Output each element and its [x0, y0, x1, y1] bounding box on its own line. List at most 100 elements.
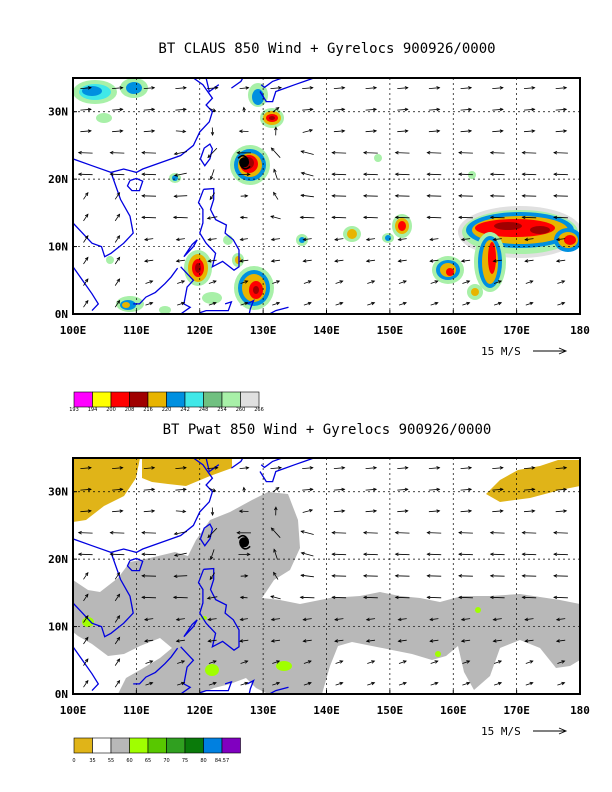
wind-vector	[525, 660, 534, 664]
colorbar-swatch	[73, 737, 93, 754]
wind-vector	[83, 191, 89, 200]
pwat-vector-reference-label: 15 M/S	[481, 725, 521, 738]
wind-vector	[460, 639, 471, 643]
wind-vector	[462, 301, 471, 306]
wind-vector	[460, 617, 471, 622]
wind-vector	[553, 552, 568, 557]
wind-vector	[426, 215, 442, 220]
pwat-cyclone-center	[237, 534, 251, 550]
wind-vector	[303, 280, 312, 284]
wind-vector	[238, 509, 249, 513]
wind-vector	[114, 191, 121, 200]
colorbar-label: 35	[89, 758, 95, 764]
wind-vector	[394, 595, 410, 600]
wind-vector	[210, 127, 215, 137]
wind-vector	[141, 172, 157, 177]
wind-vector	[143, 639, 154, 643]
pwat-x-axis: 100E 110E 120E 130E 140E 150E 160E 170E 180	[60, 690, 590, 717]
y-tick-label: 0N	[55, 688, 68, 701]
wind-vector	[240, 574, 249, 578]
wind-vector	[397, 237, 407, 242]
wind-vector	[521, 215, 537, 220]
wind-vector	[426, 552, 442, 557]
wind-vector	[458, 552, 473, 557]
colorbar-swatch	[203, 737, 223, 754]
wind-vector	[177, 660, 186, 664]
wind-vector	[240, 280, 249, 284]
wind-vector	[521, 574, 537, 578]
wind-vector	[208, 660, 217, 664]
wind-vector	[557, 280, 566, 284]
wind-vector	[430, 280, 439, 284]
wind-vector	[114, 256, 121, 265]
wind-vector	[555, 617, 566, 622]
coastline	[180, 646, 195, 694]
wind-vector	[80, 86, 92, 90]
pwat-colorbar: 0 35 55 60 65 70 75 80 84.57	[72, 737, 241, 764]
wind-vector	[460, 466, 473, 470]
wind-vector	[362, 595, 378, 600]
wind-vector	[109, 150, 125, 155]
wind-vector	[429, 617, 439, 622]
x-tick-label: 140E	[313, 324, 340, 337]
wind-vector	[362, 150, 378, 155]
wind-vector	[80, 129, 92, 133]
wind-vector	[240, 301, 249, 306]
wind-vector	[206, 596, 218, 600]
wind-vector	[492, 129, 504, 133]
wind-vector	[365, 237, 376, 242]
wind-vector	[362, 194, 378, 198]
wind-vector	[462, 280, 471, 284]
wind-vector	[270, 237, 281, 242]
wind-vector	[175, 487, 187, 492]
coastline	[260, 458, 283, 469]
wind-vector	[172, 215, 188, 220]
wind-vector	[430, 301, 439, 306]
y-tick-label: 30N	[48, 106, 68, 119]
colorbar-label: 60	[126, 758, 132, 764]
cloud-cluster	[73, 78, 148, 123]
wind-vector	[270, 595, 281, 600]
wind-vector	[272, 486, 280, 493]
wind-vector	[175, 259, 185, 263]
wind-vector	[555, 129, 568, 133]
colorbar-label: 242	[180, 407, 190, 413]
claus-vector-reference-arrowhead	[558, 347, 568, 355]
wind-vector	[302, 509, 314, 513]
wind-vector	[109, 552, 125, 557]
pwat-vector-reference-arrowhead	[558, 727, 568, 735]
wind-vector	[173, 172, 187, 177]
pwat-y-axis: 0N 10N 20N 30N	[48, 486, 77, 701]
wind-vector	[143, 259, 154, 263]
x-tick-label: 170E	[503, 704, 530, 717]
colorbar-label: 200	[106, 407, 116, 413]
wind-vector	[270, 86, 283, 90]
wind-vector	[112, 107, 124, 112]
x-tick-label: 140E	[313, 704, 340, 717]
wind-vector	[207, 466, 219, 470]
wind-vector	[80, 509, 92, 513]
wind-vector	[272, 301, 281, 306]
wind-vector	[492, 509, 504, 513]
wind-vector	[428, 487, 441, 492]
coastline	[260, 78, 283, 89]
wind-vector	[209, 549, 215, 561]
wind-vector	[239, 595, 248, 600]
wind-vector	[273, 191, 279, 200]
wind-vector	[333, 86, 346, 90]
y-tick-label: 10N	[48, 621, 68, 634]
wind-vector	[272, 106, 280, 113]
colorbar-swatch	[166, 737, 186, 754]
wind-vector	[141, 194, 157, 198]
pwat-vector-reference: 15 M/S	[481, 725, 568, 738]
coastline	[199, 300, 233, 314]
dry-region	[73, 458, 140, 522]
cloud-band	[432, 206, 580, 300]
claus-panel: BT CLAUS 850 Wind + Gyrelocs 900926/0000	[48, 41, 590, 413]
wind-vector	[331, 194, 347, 198]
wind-vector	[240, 681, 249, 686]
colorbar-swatch	[147, 391, 167, 408]
wind-vector	[426, 194, 442, 198]
colorbar-swatch	[221, 737, 241, 754]
